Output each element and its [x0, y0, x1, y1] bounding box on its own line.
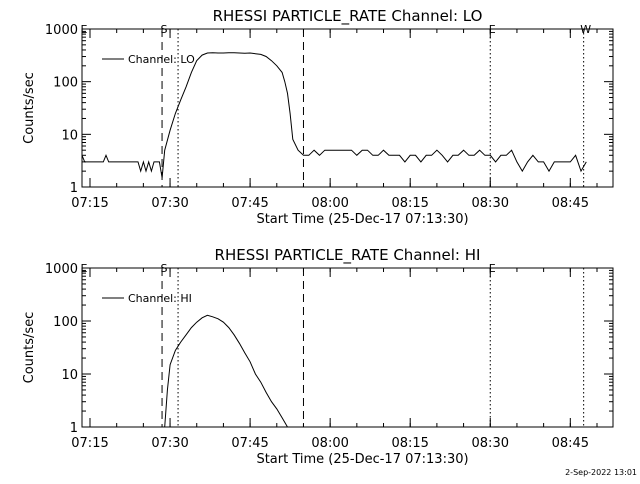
footer-timestamp: 2-Sep-2022 13:01 — [565, 468, 637, 477]
x-tick-label: 07:15 — [71, 196, 108, 211]
chart-title: RHESSI PARTICLE_RATE Channel: LO — [213, 7, 483, 26]
y-axis-label: Counts/sec — [22, 72, 37, 144]
legend-label: Channel: HI — [128, 292, 192, 305]
x-tick-label: 08:15 — [391, 196, 428, 211]
chart-panel-hi: RHESSI PARTICLE_RATE Channel: HI 1 10 100 10… — [22, 246, 614, 467]
x-axis-label: Start Time (25-Dec-17 07:13:30) — [256, 212, 468, 227]
y-tick-label: 100 — [53, 315, 78, 330]
x-tick-label: 08:30 — [472, 196, 509, 211]
event-marker-label: E — [489, 23, 496, 36]
event-marker-label: E — [81, 262, 88, 275]
x-tick-label: 07:15 — [71, 436, 108, 451]
x-tick-label: 08:45 — [552, 196, 589, 211]
y-tick-label: 10 — [61, 368, 78, 383]
x-tick-label: 08:00 — [311, 196, 348, 211]
plot-frame — [81, 267, 614, 428]
y-tick-label: 100 — [53, 76, 78, 91]
x-tick-label: 07:30 — [151, 196, 188, 211]
x-tick-label: 07:45 — [231, 436, 268, 451]
event-marker-label: S — [161, 23, 168, 36]
event-marker-label: E — [489, 262, 496, 275]
series-line — [81, 52, 587, 178]
legend-label: Channel: LO — [128, 53, 195, 66]
plot-frame — [81, 28, 614, 188]
y-tick-label: 1000 — [45, 23, 78, 38]
y-tick-label: 1 — [70, 181, 78, 196]
y-tick-label: 10 — [61, 128, 78, 143]
y-tick-label: 1 — [70, 421, 78, 436]
x-tick-label: 08:00 — [311, 436, 348, 451]
x-tick-label: 07:30 — [151, 436, 188, 451]
event-marker-label: W — [580, 23, 591, 36]
chart-panel-lo: RHESSI PARTICLE_RATE Channel: LO 1 10 100 10… — [22, 7, 614, 227]
y-axis-label: Counts/sec — [22, 312, 37, 384]
event-marker-label: E — [81, 23, 88, 36]
y-tick-label: 1000 — [45, 262, 78, 277]
x-axis-label: Start Time (25-Dec-17 07:13:30) — [256, 452, 468, 467]
x-tick-label: 08:30 — [472, 436, 509, 451]
x-tick-label: 08:45 — [552, 436, 589, 451]
x-tick-label: 07:45 — [231, 196, 268, 211]
event-marker-label: S — [161, 262, 168, 275]
series-line — [164, 314, 288, 428]
x-tick-label: 08:15 — [391, 436, 428, 451]
chart-title: RHESSI PARTICLE_RATE Channel: HI — [215, 246, 481, 265]
